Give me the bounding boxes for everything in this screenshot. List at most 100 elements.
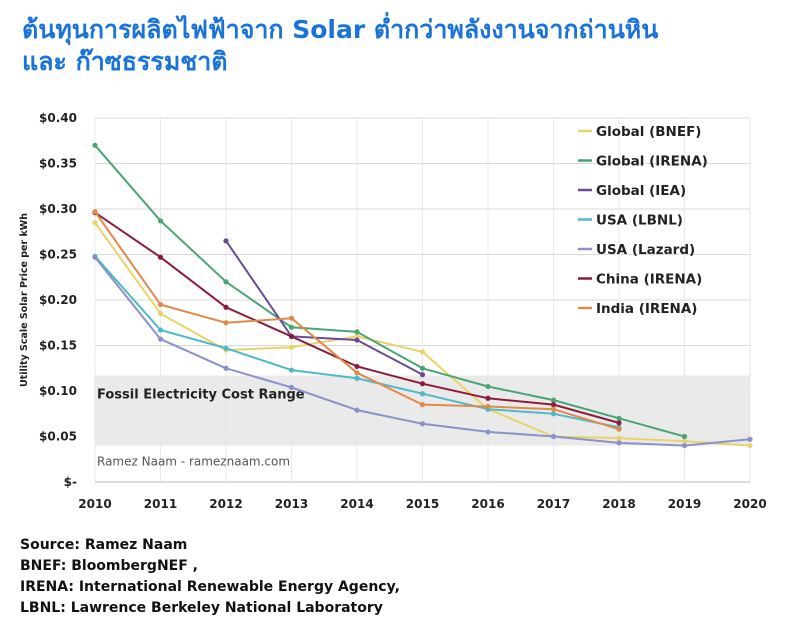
legend-label-0: Global (BNEF)	[596, 124, 701, 140]
y-tick-label-6: $0.30	[39, 202, 77, 216]
fossil-cost-band	[95, 375, 750, 446]
series-4-point-5	[419, 421, 426, 427]
series-5-point-4	[354, 363, 360, 370]
y-tick-label-4: $0.20	[39, 293, 77, 307]
series-0-point-4	[354, 333, 360, 339]
x-tick-label-6: 2016	[471, 497, 504, 511]
series-2-point-0	[223, 238, 229, 244]
series-1-point-3	[288, 324, 295, 330]
note-line-lbnl: LBNL: Lawrence Berkeley National Laborat…	[20, 600, 383, 616]
series-4-point-9	[681, 443, 688, 449]
series-6-point-8	[616, 426, 622, 432]
series-5-point-2	[223, 304, 229, 310]
x-tick-label-5: 2015	[406, 497, 439, 511]
series-2-point-2	[354, 337, 360, 343]
note-line-bnef: BNEF: BloombergNEF ,	[20, 558, 198, 574]
y-tick-label-8: $0.40	[39, 111, 77, 125]
series-4	[92, 254, 753, 449]
y-tick-label-5: $0.25	[39, 248, 77, 262]
series-6-point-1	[157, 301, 164, 308]
series-3-point-3	[288, 367, 295, 373]
series-3-point-4	[354, 375, 360, 381]
x-tick-label-10: 2020	[733, 497, 766, 511]
series-line-2	[225, 240, 423, 376]
band-label: Fossil Electricity Cost Range	[97, 388, 305, 403]
y-tick-label-7: $0.35	[39, 157, 77, 171]
x-tick-label-0: 2010	[78, 497, 111, 511]
legend-label-2: Global (IEA)	[596, 183, 686, 199]
series-0	[92, 220, 753, 449]
series-2	[223, 238, 426, 378]
series-4-point-7	[550, 433, 557, 440]
series-4-point-2	[223, 365, 229, 371]
series-0-point-9	[681, 438, 688, 444]
chart-title: ต้นทุนการผลิตไฟฟ้าจาก Solar ต่ำกว่าพลังง…	[22, 14, 782, 78]
series-0-point-1	[157, 311, 164, 317]
series-6-point-2	[223, 320, 229, 326]
series-5-point-3	[288, 333, 295, 339]
y-tick-label-2: $0.10	[39, 384, 77, 398]
series-4-point-4	[354, 407, 360, 413]
watermark-label: Ramez Naam - rameznaam.com	[97, 455, 290, 469]
series-4-point-3	[288, 384, 295, 390]
series-3-point-1	[157, 327, 164, 333]
series-0-point-5	[419, 349, 426, 355]
series-6-point-7	[550, 406, 557, 412]
x-tick-label-4: 2014	[340, 497, 373, 511]
series-1-point-1	[157, 218, 164, 224]
y-axis-label: Utility Scale Solar Price per kWh	[19, 213, 30, 387]
y-tick-label-1: $0.05	[39, 430, 77, 444]
legend-label-6: India (IRENA)	[596, 301, 697, 317]
note-line-irena: IRENA: International Renewable Energy Ag…	[20, 579, 400, 595]
series-1-point-9	[681, 433, 688, 440]
series-3-point-5	[419, 391, 426, 397]
title-line-1: ต้นทุนการผลิตไฟฟ้าจาก Solar ต่ำกว่าพลังง…	[22, 15, 659, 44]
series-5-point-5	[419, 381, 426, 387]
x-tick-label-3: 2013	[275, 497, 308, 511]
series-0-point-10	[747, 443, 753, 449]
series-0-point-8	[616, 435, 622, 441]
series-3-point-2	[223, 345, 229, 351]
legend-label-1: Global (IRENA)	[596, 154, 708, 170]
series-1-point-4	[354, 329, 360, 335]
series-2-point-3	[419, 372, 426, 378]
series-5-point-8	[616, 420, 622, 426]
series-5-point-1	[157, 254, 164, 260]
y-tick-label-3: $0.15	[39, 339, 77, 353]
x-tick-label-1: 2011	[144, 497, 177, 511]
x-tick-label-7: 2017	[537, 497, 570, 511]
series-0-point-3	[288, 344, 295, 350]
y-tick-label-0: $-	[64, 475, 77, 489]
series-6-point-5	[419, 402, 426, 408]
series-1-point-6	[485, 383, 491, 390]
title-line-2: และ ก๊าซธรรมชาติ	[22, 47, 228, 76]
series-1-point-0	[92, 142, 98, 148]
source-notes: Source: Ramez Naam BNEF: BloombergNEF , …	[20, 535, 720, 619]
series-4-point-6	[485, 429, 491, 435]
series-0-point-0	[92, 220, 98, 226]
series-6-point-6	[485, 403, 491, 410]
x-tick-label-2: 2012	[209, 497, 242, 511]
series-6-point-4	[354, 370, 360, 376]
source-line: Source: Ramez Naam	[20, 537, 188, 553]
series-1	[92, 142, 688, 440]
series-1-point-5	[419, 365, 426, 371]
series-line-1	[94, 144, 685, 438]
series-1-point-2	[223, 279, 229, 285]
series-1-point-8	[616, 415, 622, 421]
series-3-point-7	[550, 411, 557, 417]
x-tick-label-8: 2018	[602, 497, 635, 511]
series-6-point-0	[92, 209, 98, 215]
series-4-point-8	[616, 440, 622, 446]
legend-label-4: USA (Lazard)	[596, 242, 695, 258]
legend-label-3: USA (LBNL)	[596, 213, 683, 229]
series-6-point-3	[288, 315, 295, 321]
series-5-point-7	[550, 402, 557, 408]
series-6	[92, 209, 622, 432]
series-4-point-0	[92, 254, 98, 260]
x-tick-label-9: 2019	[668, 497, 701, 511]
series-5-point-6	[485, 395, 491, 401]
legend-label-5: China (IRENA)	[596, 272, 702, 288]
series-4-point-10	[747, 436, 753, 442]
